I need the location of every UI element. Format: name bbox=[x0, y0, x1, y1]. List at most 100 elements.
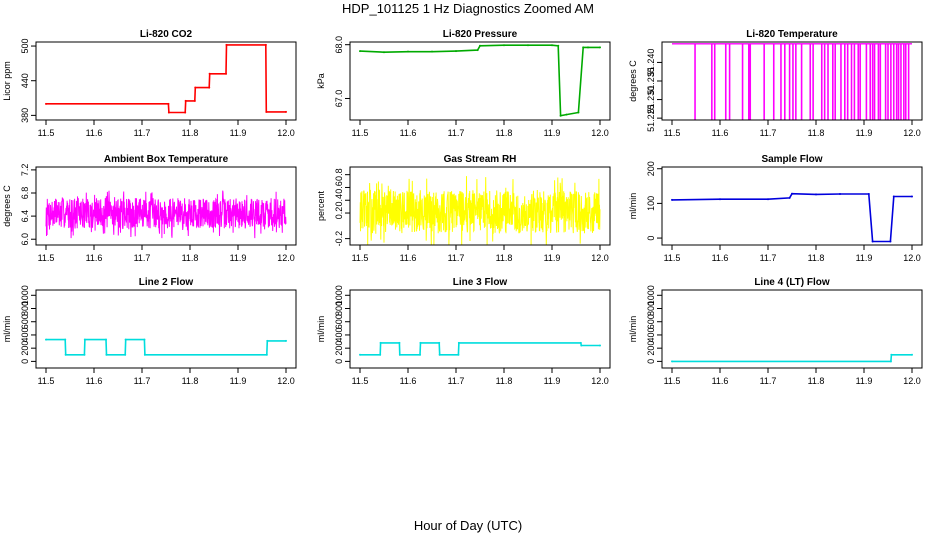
data-point bbox=[559, 114, 562, 117]
data-point bbox=[815, 193, 817, 196]
series-line bbox=[45, 190, 287, 239]
data-point bbox=[527, 44, 529, 47]
chart-title: Li-820 CO2 bbox=[140, 29, 193, 40]
y-tick-label: 400 bbox=[334, 327, 344, 342]
x-tick-label: 11.9 bbox=[230, 376, 247, 386]
y-tick-label: 51.240 bbox=[646, 49, 656, 77]
x-tick-label: 11.7 bbox=[134, 128, 151, 138]
x-tick-label: 11.5 bbox=[664, 376, 681, 386]
data-point bbox=[225, 43, 228, 46]
chart-title: Li-820 Temperature bbox=[746, 29, 838, 40]
x-tick-label: 12.0 bbox=[591, 128, 609, 138]
data-point bbox=[265, 110, 268, 113]
data-point bbox=[419, 353, 421, 356]
series-line bbox=[46, 44, 286, 114]
x-tick-label: 11.6 bbox=[400, 253, 417, 263]
x-tick-label: 11.9 bbox=[856, 376, 873, 386]
y-axis-label: kPa bbox=[316, 73, 326, 89]
data-point bbox=[671, 360, 673, 363]
x-tick-label: 12.0 bbox=[903, 128, 921, 138]
data-point bbox=[45, 338, 47, 341]
data-point bbox=[788, 196, 791, 199]
x-tick-label: 11.9 bbox=[544, 128, 561, 138]
x-tick-label: 11.8 bbox=[496, 253, 513, 263]
y-tick-label: 600 bbox=[646, 314, 656, 329]
y-tick-label: -0.2 bbox=[334, 231, 344, 247]
y-tick-label: 200 bbox=[20, 341, 30, 356]
chart-title: Li-820 Pressure bbox=[443, 29, 518, 40]
x-tick-label: 12.0 bbox=[277, 376, 295, 386]
plot-frame bbox=[349, 41, 611, 121]
x-tick-label: 11.5 bbox=[38, 376, 55, 386]
data-point bbox=[167, 111, 170, 114]
data-point bbox=[890, 353, 893, 356]
series-line bbox=[359, 176, 601, 246]
data-point bbox=[105, 338, 107, 341]
data-point bbox=[479, 44, 481, 47]
data-point bbox=[419, 341, 422, 344]
x-tick-label: 11.9 bbox=[856, 128, 873, 138]
data-point bbox=[719, 198, 721, 201]
data-point bbox=[455, 50, 457, 53]
y-tick-label: 0 bbox=[334, 359, 344, 364]
chart-title: Line 3 Flow bbox=[453, 277, 508, 288]
y-axis-label: degrees C bbox=[628, 60, 638, 102]
data-point bbox=[839, 193, 841, 196]
x-tick-label: 11.6 bbox=[712, 376, 729, 386]
x-tick-label: 11.7 bbox=[760, 376, 777, 386]
x-tick-label: 11.8 bbox=[496, 376, 513, 386]
x-axis-label: Hour of Day (UTC) bbox=[413, 518, 523, 533]
x-tick-label: 11.7 bbox=[760, 253, 777, 263]
data-point bbox=[791, 192, 793, 195]
data-point bbox=[105, 353, 108, 356]
data-point bbox=[398, 341, 401, 344]
x-tick-label: 11.7 bbox=[134, 376, 151, 386]
y-tick-label: 200 bbox=[334, 341, 344, 356]
y-tick-label: 0 bbox=[646, 236, 656, 241]
y-tick-label: 6.0 bbox=[20, 233, 30, 246]
data-point bbox=[285, 339, 287, 342]
data-point bbox=[407, 50, 409, 53]
data-point bbox=[225, 72, 227, 75]
data-point bbox=[124, 353, 127, 356]
x-tick-label: 11.6 bbox=[712, 128, 729, 138]
y-tick-label: 0.2 bbox=[334, 207, 344, 220]
y-tick-label: 200 bbox=[646, 161, 656, 176]
data-point bbox=[379, 341, 382, 344]
data-point bbox=[599, 46, 601, 49]
data-point bbox=[565, 113, 568, 116]
data-point bbox=[64, 353, 67, 356]
data-point bbox=[867, 193, 870, 196]
y-tick-label: 1000 bbox=[334, 285, 344, 305]
series-line bbox=[671, 192, 912, 243]
x-tick-label: 11.8 bbox=[808, 253, 825, 263]
y-tick-label: 68.0 bbox=[334, 36, 344, 54]
chart-panel-1: Li-820 CO2 11.5 11.6 11.7 11.8 11.9 12.0 380 440… bbox=[2, 29, 297, 138]
y-tick-label: 500 bbox=[20, 39, 30, 54]
y-tick-label: 51.225 bbox=[646, 104, 656, 132]
data-point bbox=[431, 50, 433, 53]
data-point bbox=[911, 353, 913, 356]
x-tick-label: 11.5 bbox=[352, 253, 369, 263]
y-tick-label: 6.4 bbox=[20, 210, 30, 223]
chart-panel-7: Line 2 Flow 11.5 11.6 11.7 11.8 11.9 12.0 0 2004… bbox=[2, 277, 297, 386]
data-point bbox=[557, 44, 560, 47]
data-point bbox=[124, 338, 127, 341]
y-tick-label: 51.230 bbox=[646, 86, 656, 114]
y-tick-label: 800 bbox=[334, 301, 344, 316]
chart-panel-6: Sample Flow 11.5 11.6 11.7 11.8 11.9 12.0 0 100 2… bbox=[628, 154, 923, 263]
x-tick-label: 11.9 bbox=[230, 253, 247, 263]
data-point bbox=[359, 50, 361, 53]
data-point bbox=[587, 46, 589, 49]
data-point bbox=[551, 44, 553, 47]
data-point bbox=[871, 240, 874, 243]
y-tick-label: 6.8 bbox=[20, 187, 30, 200]
x-tick-label: 11.9 bbox=[544, 376, 561, 386]
main-title: HDP_101125 1 Hz Diagnostics Zoomed AM bbox=[342, 1, 594, 16]
x-tick-label: 11.9 bbox=[856, 253, 873, 263]
data-point bbox=[83, 338, 86, 341]
data-point bbox=[359, 353, 361, 356]
x-tick-label: 12.0 bbox=[591, 253, 609, 263]
chart-panel-2: Li-820 Pressure 11.5 11.6 11.7 11.8 11.9 12.0 6… bbox=[316, 29, 611, 138]
